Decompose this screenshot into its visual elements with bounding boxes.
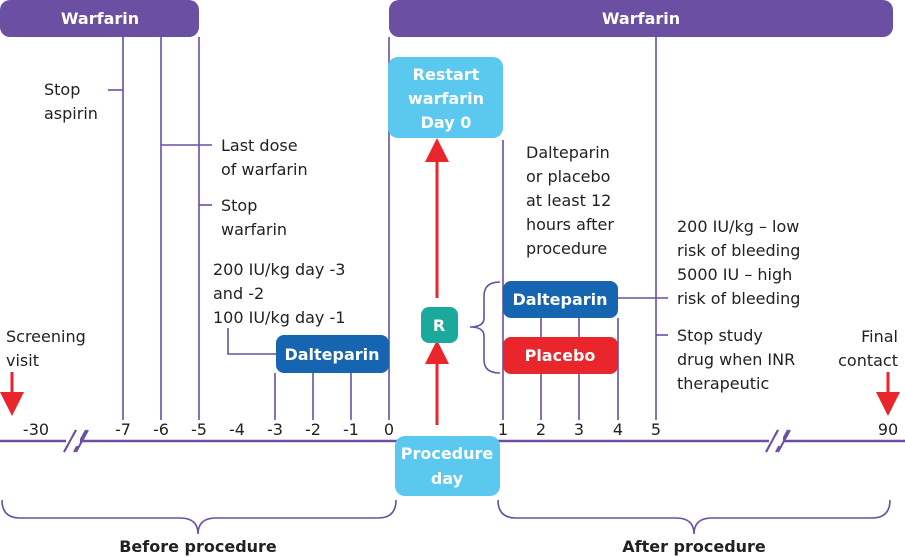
stop-warfarin-note: Stop warfarin [221,196,287,239]
dalteparin-post-box: Dalteparin [503,281,618,318]
svg-text:procedure: procedure [526,239,607,258]
after-brace [497,499,891,535]
tick-label: -1 [343,420,359,439]
svg-text:100 IU/kg day -1: 100 IU/kg day -1 [213,308,345,327]
tick-label: 0 [384,420,394,439]
svg-text:warfarin: warfarin [221,220,287,239]
tick-label: 90 [878,420,898,439]
after-procedure-label: After procedure [622,537,766,556]
svg-text:and -2: and -2 [213,284,264,303]
svg-text:Warfarin: Warfarin [61,9,139,28]
svg-text:at least 12: at least 12 [526,191,611,210]
screening-note: Screening visit [6,327,86,370]
svg-text:5000 IU – high: 5000 IU – high [677,265,792,284]
tick-label: 2 [536,420,546,439]
tick-label: -30 [23,420,49,439]
before-procedure-label: Before procedure [119,537,277,556]
last-dose-note: Last dose of warfarin [221,136,308,179]
svg-text:drug when INR: drug when INR [677,350,795,369]
tick-label: 3 [574,420,584,439]
svg-text:visit: visit [6,351,39,370]
tick-label: -7 [115,420,131,439]
tick-label: 4 [613,420,623,439]
svg-text:Stop: Stop [44,80,80,99]
tick-label: -6 [153,420,169,439]
svg-text:contact: contact [838,351,898,370]
svg-text:of warfarin: of warfarin [221,160,308,179]
tick-labels: -30 -7 -6 -5 -4 -3 -2 -1 0 1 2 3 4 5 90 [23,420,898,439]
svg-text:day: day [431,469,464,488]
svg-text:Day 0: Day 0 [421,113,472,132]
svg-text:Restart: Restart [413,65,480,84]
svg-text:aspirin: aspirin [44,104,98,123]
warfarin-bar-after: Warfarin [389,0,893,37]
svg-text:Screening: Screening [6,327,86,346]
post-dose-note: 200 IU/kg – low risk of bleeding 5000 IU… [677,217,800,308]
svg-text:Warfarin: Warfarin [602,9,680,28]
tick-label: 1 [498,420,508,439]
warfarin-bar-before: Warfarin [0,0,199,37]
stop-aspirin-note: Stop aspirin [44,80,98,123]
restart-warfarin-box: Restart warfarin Day 0 [388,57,503,138]
randomization-brace [469,281,501,374]
svg-text:or placebo: or placebo [526,167,610,186]
tick-label: -4 [229,420,245,439]
svg-text:warfarin: warfarin [408,89,484,108]
svg-text:Dalteparin: Dalteparin [512,290,607,309]
svg-text:Procedure: Procedure [401,444,494,463]
dalteparin-pre-box: Dalteparin [276,335,389,373]
svg-text:Placebo: Placebo [525,346,596,365]
svg-text:therapeutic: therapeutic [677,374,769,393]
svg-text:Stop study: Stop study [677,326,763,345]
svg-text:hours after: hours after [526,215,614,234]
svg-text:Dalteparin: Dalteparin [526,143,610,162]
svg-text:Stop: Stop [221,196,257,215]
placebo-box: Placebo [503,337,618,374]
procedure-day-box: Procedure day [395,436,500,496]
stop-study-note: Stop study drug when INR therapeutic [677,326,795,393]
pre-dose-note: 200 IU/kg day -3 and -2 100 IU/kg day -1 [213,260,345,327]
svg-text:risk of bleeding: risk of bleeding [677,241,800,260]
final-contact-note: Final contact [838,327,898,370]
post-timing-note: Dalteparin or placebo at least 12 hours … [526,143,614,258]
tick-label: -2 [305,420,321,439]
svg-text:200 IU/kg – low: 200 IU/kg – low [677,217,799,236]
tick-label: -5 [191,420,207,439]
svg-text:Final: Final [861,327,898,346]
svg-text:200 IU/kg day -3: 200 IU/kg day -3 [213,260,345,279]
svg-text:Last dose: Last dose [221,136,298,155]
svg-text:Dalteparin: Dalteparin [284,345,379,364]
svg-text:risk of bleeding: risk of bleeding [677,289,800,308]
randomization-box: R [421,307,458,343]
tick-label: 5 [651,420,661,439]
svg-text:R: R [433,316,445,335]
tick-label: -3 [267,420,283,439]
before-brace [1,499,397,535]
